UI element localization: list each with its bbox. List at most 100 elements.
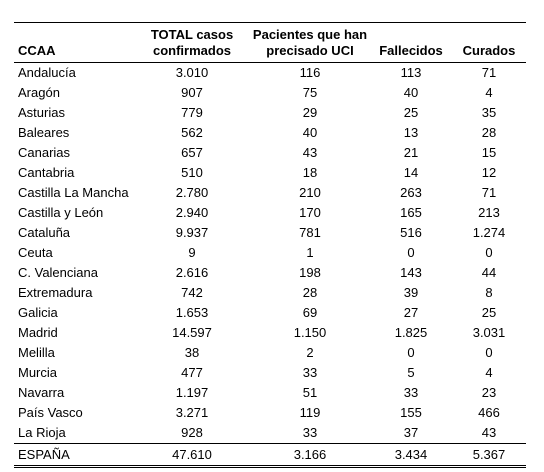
table-row: C. Valenciana 2.616 198 143 44	[14, 263, 526, 283]
table-row: Melilla 38 2 0 0	[14, 343, 526, 363]
cell-fallecidos: 25	[403, 105, 419, 120]
cell-ccaa: País Vasco	[18, 405, 83, 420]
cell-ccaa: Navarra	[18, 385, 65, 400]
cell-curados: 466	[478, 405, 500, 420]
cell-ccaa: Extremadura	[18, 285, 93, 300]
cell-fallecidos: 33	[403, 385, 419, 400]
table-header: CCAA TOTAL casos confirmados Pacientes que …	[14, 22, 526, 63]
cell-curados: 12	[481, 165, 497, 180]
table-row: Madrid 14.597 1.150 1.825 3.031	[14, 323, 526, 343]
cell-fallecidos: 14	[403, 165, 419, 180]
total-label: ESPAÑA	[18, 447, 70, 462]
cell-total-confirmados: 779	[181, 105, 203, 120]
cell-total-confirmados: 2.616	[175, 265, 209, 280]
total-pacientes-uci: 3.166	[293, 447, 327, 462]
table-footer: ESPAÑA 47.610 3.166 3.434 5.367	[14, 443, 526, 467]
header-fallecidos: Fallecidos	[370, 23, 452, 63]
table-row: Cataluña 9.937 781 516 1.274	[14, 223, 526, 243]
cell-curados: 0	[485, 245, 493, 260]
header-row: CCAA TOTAL casos confirmados Pacientes que …	[14, 22, 526, 63]
cell-pacientes-uci: 198	[299, 265, 321, 280]
cell-ccaa: Baleares	[18, 125, 70, 140]
table-row: Extremadura 742 28 39 8	[14, 283, 526, 303]
cell-ccaa: Ceuta	[18, 245, 53, 260]
header-curados: Curados	[452, 23, 526, 63]
table-body: Andalucía 3.010 116 113 71 Aragón 907 75 40 4 Astu…	[14, 63, 526, 444]
cell-total-confirmados: 2.940	[175, 205, 209, 220]
cell-total-confirmados: 2.780	[175, 185, 209, 200]
table-row: Ceuta 9 1 0 0	[14, 243, 526, 263]
cell-curados: 71	[481, 65, 497, 80]
cell-fallecidos: 1.825	[394, 325, 428, 340]
cell-fallecidos: 263	[400, 185, 422, 200]
cell-fallecidos: 155	[400, 405, 422, 420]
cell-fallecidos: 0	[407, 245, 415, 260]
cell-pacientes-uci: 119	[299, 405, 321, 420]
cell-ccaa: Madrid	[18, 325, 58, 340]
cell-fallecidos: 37	[403, 425, 419, 440]
cell-fallecidos: 39	[403, 285, 419, 300]
cell-curados: 43	[481, 425, 497, 440]
header-line: Curados	[462, 43, 516, 58]
table-row: Murcia 477 33 5 4	[14, 363, 526, 383]
cell-pacientes-uci: 29	[302, 105, 318, 120]
table-row: Galicia 1.653 69 27 25	[14, 303, 526, 323]
cell-fallecidos: 113	[400, 65, 422, 80]
cell-total-confirmados: 9.937	[175, 225, 209, 240]
table-row: La Rioja 928 33 37 43	[14, 423, 526, 444]
covid-data-table-container: CCAA TOTAL casos confirmados Pacientes que …	[14, 22, 526, 468]
table-row: Canarias 657 43 21 15	[14, 143, 526, 163]
cell-ccaa: Melilla	[18, 345, 55, 360]
cell-pacientes-uci: 1	[306, 245, 314, 260]
table-row: País Vasco 3.271 119 155 466	[14, 403, 526, 423]
cell-total-confirmados: 562	[181, 125, 203, 140]
cell-fallecidos: 13	[403, 125, 419, 140]
cell-total-confirmados: 477	[181, 365, 203, 380]
header-ccaa: CCAA	[14, 23, 134, 63]
table-row: Asturias 779 29 25 35	[14, 103, 526, 123]
cell-ccaa: Asturias	[18, 105, 65, 120]
cell-ccaa: Canarias	[18, 145, 71, 160]
total-confirmados: 47.610	[172, 447, 212, 462]
cell-curados: 4	[485, 85, 493, 100]
cell-curados: 44	[481, 265, 497, 280]
cell-ccaa: Aragón	[18, 85, 60, 100]
cell-total-confirmados: 14.597	[172, 325, 212, 340]
cell-ccaa: Galicia	[18, 305, 58, 320]
cell-curados: 15	[481, 145, 497, 160]
header-line: Fallecidos	[379, 43, 443, 58]
cell-ccaa: Andalucía	[18, 65, 76, 80]
cell-fallecidos: 143	[400, 265, 422, 280]
cell-ccaa: C. Valenciana	[18, 265, 98, 280]
cell-total-confirmados: 657	[181, 145, 203, 160]
cell-total-confirmados: 928	[181, 425, 203, 440]
table-row: Aragón 907 75 40 4	[14, 83, 526, 103]
table-row: Navarra 1.197 51 33 23	[14, 383, 526, 403]
header-line: CCAA	[18, 43, 56, 58]
cell-ccaa: Cantabria	[18, 165, 75, 180]
header-total-confirmados: TOTAL casos confirmados	[134, 23, 250, 63]
total-row: ESPAÑA 47.610 3.166 3.434 5.367	[14, 443, 526, 467]
cell-curados: 25	[481, 305, 497, 320]
cell-total-confirmados: 9	[188, 245, 196, 260]
total-curados: 5.367	[472, 447, 506, 462]
header-line: precisado UCI	[266, 43, 354, 58]
table-row: Castilla La Mancha 2.780 210 263 71	[14, 183, 526, 203]
cell-pacientes-uci: 116	[299, 65, 321, 80]
cell-pacientes-uci: 781	[299, 225, 321, 240]
cell-curados: 213	[478, 205, 500, 220]
cell-pacientes-uci: 40	[302, 125, 318, 140]
cell-pacientes-uci: 43	[302, 145, 318, 160]
header-line: Pacientes que han	[252, 27, 368, 42]
cell-ccaa: Castilla La Mancha	[18, 185, 129, 200]
cell-pacientes-uci: 170	[299, 205, 321, 220]
header-line: TOTAL casos	[150, 27, 234, 42]
cell-fallecidos: 40	[403, 85, 419, 100]
cell-total-confirmados: 1.653	[175, 305, 209, 320]
cell-curados: 0	[485, 345, 493, 360]
covid-data-table: CCAA TOTAL casos confirmados Pacientes que …	[14, 22, 526, 468]
total-fallecidos: 3.434	[394, 447, 428, 462]
table-row: Baleares 562 40 13 28	[14, 123, 526, 143]
cell-curados: 28	[481, 125, 497, 140]
cell-pacientes-uci: 1.150	[293, 325, 327, 340]
